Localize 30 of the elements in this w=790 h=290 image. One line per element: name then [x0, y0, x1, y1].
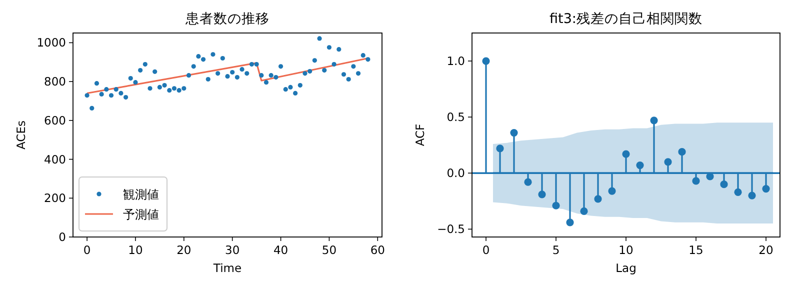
- y-tick-label: 0.0: [446, 166, 465, 180]
- x-tick-label: 0: [482, 243, 490, 257]
- x-axis-title: Lag: [616, 261, 636, 275]
- x-tick-label: 5: [552, 243, 560, 257]
- y-tick-label: 200: [44, 191, 66, 206]
- y-tick-label: 400: [44, 152, 66, 166]
- y-tick-label: 600: [44, 113, 66, 128]
- legend-label: 予測値: [123, 208, 159, 222]
- x-tick-label: 20: [758, 243, 774, 257]
- y-axis-title: ACF: [413, 124, 427, 146]
- x-tick-label: 50: [322, 243, 337, 257]
- x-tick-label: 30: [225, 243, 240, 257]
- x-tick-label: 0: [83, 243, 91, 257]
- y-tick-label: 0.5: [446, 110, 465, 124]
- y-tick-label: −0.5: [437, 222, 465, 236]
- x-tick-label: 15: [688, 243, 704, 257]
- y-tick-label: 1000: [36, 36, 66, 50]
- x-tick-label: 40: [273, 243, 288, 257]
- x-tick-label: 10: [618, 243, 634, 257]
- x-tick-label: 20: [176, 243, 192, 257]
- y-axis-title: ACEs: [14, 120, 28, 150]
- y-tick-label: 800: [44, 74, 66, 89]
- x-axis-title: Time: [212, 261, 242, 275]
- y-tick-label: 1.0: [446, 54, 465, 68]
- legend-label: 観測値: [123, 188, 159, 202]
- chart-title: 患者数の推移: [184, 11, 270, 27]
- x-tick-label: 60: [370, 243, 385, 257]
- x-tick-label: 10: [128, 243, 143, 257]
- chart-title: fit3:残差の自己相関関数: [550, 11, 702, 27]
- y-tick-label: 0: [58, 230, 66, 244]
